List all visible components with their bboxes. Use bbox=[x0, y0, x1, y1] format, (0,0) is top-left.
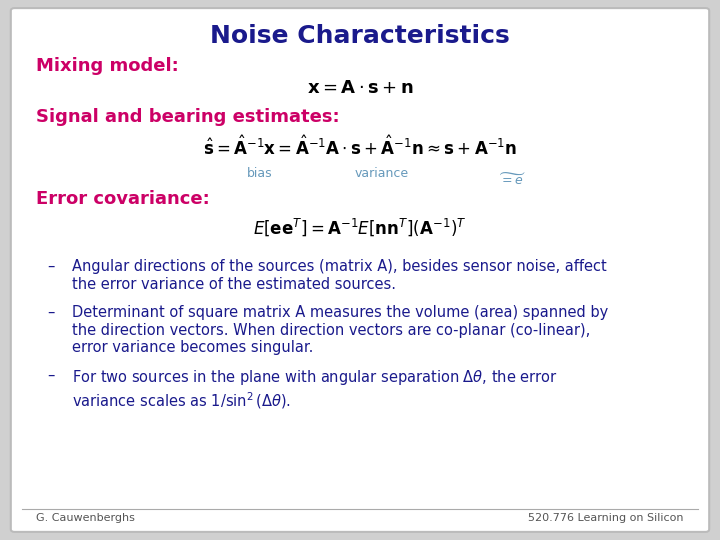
Text: $\mathbf{x} = \mathbf{A} \cdot \mathbf{s} + \mathbf{n}$: $\mathbf{x} = \mathbf{A} \cdot \mathbf{s… bbox=[307, 79, 413, 97]
Text: variance: variance bbox=[354, 167, 409, 180]
Text: Mixing model:: Mixing model: bbox=[36, 57, 179, 75]
Text: bias: bias bbox=[246, 167, 272, 180]
Text: For two sources in the plane with angular separation $\Delta\theta$, the error
v: For two sources in the plane with angula… bbox=[72, 368, 558, 411]
Text: –: – bbox=[47, 305, 54, 320]
Text: Error covariance:: Error covariance: bbox=[36, 190, 210, 208]
Text: Angular directions of the sources (matrix A), besides sensor noise, affect
the e: Angular directions of the sources (matri… bbox=[72, 259, 607, 292]
Text: $= e$: $= e$ bbox=[499, 174, 523, 187]
Text: –: – bbox=[47, 259, 54, 274]
Text: G. Cauwenberghs: G. Cauwenberghs bbox=[36, 513, 135, 523]
Text: $\hat{\mathbf{s}} = \hat{\mathbf{A}}^{-1}\mathbf{x} = \hat{\mathbf{A}}^{-1}\math: $\hat{\mathbf{s}} = \hat{\mathbf{A}}^{-1… bbox=[203, 135, 517, 159]
Text: Determinant of square matrix A measures the volume (area) spanned by
the directi: Determinant of square matrix A measures … bbox=[72, 305, 608, 355]
Text: $E[\mathbf{e}\mathbf{e}^T] = \mathbf{A}^{-1} E[\mathbf{n}\mathbf{n}^T](\mathbf{A: $E[\mathbf{e}\mathbf{e}^T] = \mathbf{A}^… bbox=[253, 216, 467, 238]
Text: $\widetilde{\;\;\;\;\;}$: $\widetilde{\;\;\;\;\;}$ bbox=[496, 163, 526, 181]
Text: –: – bbox=[47, 368, 54, 383]
Text: Noise Characteristics: Noise Characteristics bbox=[210, 24, 510, 48]
Text: 520.776 Learning on Silicon: 520.776 Learning on Silicon bbox=[528, 513, 684, 523]
Text: Signal and bearing estimates:: Signal and bearing estimates: bbox=[36, 108, 340, 126]
FancyBboxPatch shape bbox=[11, 8, 709, 532]
